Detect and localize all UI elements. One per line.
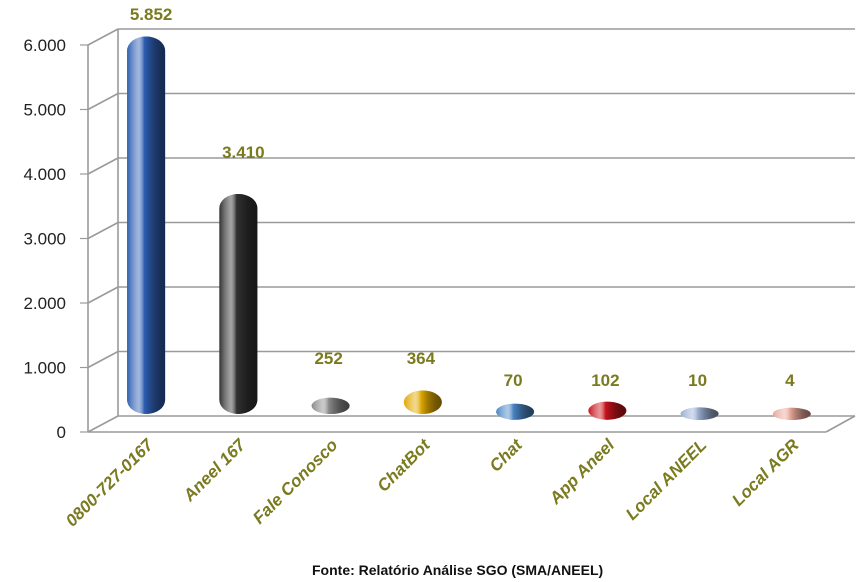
bar-2 <box>219 194 258 414</box>
bar-6 <box>588 401 627 420</box>
grid <box>87 28 855 433</box>
category-label: Aneel 167 <box>179 434 250 505</box>
data-label: 102 <box>591 371 619 390</box>
category-label: Local AGR <box>728 435 803 510</box>
category-label: Local ANEEL <box>622 435 710 523</box>
bar-shine <box>588 401 627 420</box>
bar-1 <box>127 36 166 415</box>
category-labels: 0800-727-0167 Aneel 167 Fale Conosco ChatBo… <box>62 434 803 530</box>
bar-7 <box>680 407 719 420</box>
bar-5 <box>496 403 535 420</box>
bar-4 <box>403 390 442 414</box>
data-label: 70 <box>504 371 523 390</box>
y-tick-label: 1.000 <box>23 359 66 378</box>
bar-shine <box>496 403 535 420</box>
data-label: 364 <box>407 349 436 368</box>
bar-shine <box>772 407 811 420</box>
gridline-depth <box>87 221 119 240</box>
y-tick-label: 2.000 <box>23 294 66 313</box>
y-tick-label: 6.000 <box>23 36 66 55</box>
bar-shine <box>127 36 166 415</box>
y-tick-label: 5.000 <box>23 101 66 120</box>
category-label: ChatBot <box>374 434 435 495</box>
gridline-depth <box>87 28 119 46</box>
category-label: Chat <box>486 434 527 475</box>
x-axis-depth <box>825 415 856 433</box>
axes <box>80 29 856 433</box>
data-label: 10 <box>688 371 707 390</box>
bar-shine <box>219 194 258 414</box>
bar-3 <box>311 397 350 414</box>
y-tick-label: 4.000 <box>23 165 66 184</box>
category-label: App Aneel <box>545 434 619 508</box>
source-note: Fonte: Relatório Análise SGO (SMA/ANEEL) <box>312 562 604 578</box>
bar-shine <box>680 407 719 420</box>
gridline-depth <box>87 286 119 304</box>
y-tick-labels: 0 1.000 2.000 3.000 4.000 5.000 6.000 <box>23 36 66 442</box>
data-labels: 5.852 3.410 252 364 70 102 10 4 <box>130 5 795 390</box>
bar-shine <box>311 397 350 414</box>
gridline-depth <box>87 415 119 433</box>
data-label: 5.852 <box>130 5 173 24</box>
data-label: 252 <box>314 349 342 368</box>
gridline-depth <box>87 350 119 369</box>
category-label: Fale Conosco <box>249 435 341 527</box>
data-label: 3.410 <box>222 143 265 162</box>
bars <box>127 36 811 420</box>
bar-8 <box>772 407 811 420</box>
y-tick-label: 3.000 <box>23 230 66 249</box>
data-label: 4 <box>785 371 795 390</box>
gridline-depth <box>87 157 119 175</box>
bar-shine <box>403 390 442 414</box>
category-label: 0800-727-0167 <box>62 434 158 530</box>
y-tick-label: 0 <box>57 423 66 442</box>
gridline-depth <box>87 92 119 111</box>
